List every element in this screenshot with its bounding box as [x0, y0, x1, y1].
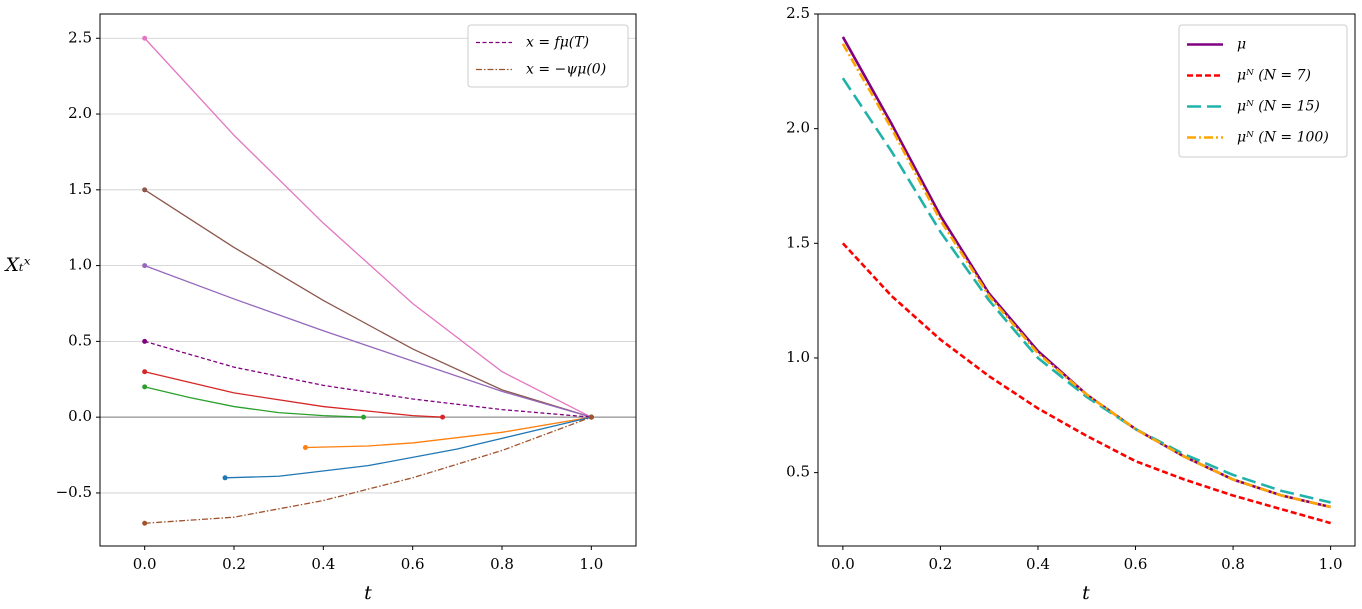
x-tick-label: 1.0: [579, 555, 603, 573]
y-tick-label: 2.0: [68, 104, 92, 122]
x-tick-label: 0.2: [222, 555, 246, 573]
x-tick-label: 1.0: [1319, 555, 1343, 573]
x-tick-label: 0.0: [133, 555, 157, 573]
legend-label: x = fμ(T): [526, 35, 589, 51]
legend-label: μ: [1237, 37, 1246, 53]
x-tick-label: 0.8: [490, 555, 514, 573]
y-tick-label: 0.5: [68, 331, 92, 349]
end-marker: [302, 444, 308, 450]
series-line: [144, 264, 592, 418]
end-marker: [142, 338, 148, 344]
series-line: [144, 340, 592, 418]
legend-label: μᴺ (N = 100): [1237, 130, 1329, 146]
series-line: [841, 77, 1331, 504]
legend-label: μᴺ (N = 15): [1237, 99, 1320, 115]
plot-frame: [99, 13, 637, 547]
series-line: [144, 416, 592, 524]
series-line: [144, 189, 592, 418]
y-axis-label: Xₜˣ: [4, 254, 31, 276]
y-tick-label: 2.5: [68, 28, 92, 46]
end-marker: [222, 475, 228, 481]
plot-frame: [817, 13, 1356, 547]
x-tick-label: 0.2: [928, 555, 952, 573]
end-marker: [361, 414, 367, 420]
y-tick-label: −0.5: [56, 483, 92, 501]
x-axis-label: t: [364, 582, 372, 604]
x-tick-label: 0.8: [1221, 555, 1245, 573]
end-marker: [142, 263, 148, 269]
legend-label: μᴺ (N = 7): [1237, 68, 1311, 84]
x-tick-label: 0.4: [311, 555, 335, 573]
y-tick-label: 1.0: [68, 256, 92, 274]
series-line: [144, 386, 364, 418]
series-line: [305, 416, 592, 449]
x-tick-label: 0.4: [1026, 555, 1050, 573]
end-marker: [440, 414, 446, 420]
series-line: [841, 242, 1331, 525]
x-tick-label: 0.6: [401, 555, 425, 573]
end-marker: [142, 520, 148, 526]
legend-box: [467, 24, 629, 88]
end-marker: [142, 187, 148, 193]
series-line: [225, 416, 592, 479]
series-line: [144, 371, 443, 418]
end-marker: [588, 414, 594, 420]
y-tick-label: 2.0: [786, 119, 810, 137]
x-tick-label: 0.0: [831, 555, 855, 573]
end-marker: [142, 369, 148, 375]
x-tick-label: 0.6: [1124, 555, 1148, 573]
y-tick-label: 2.5: [786, 4, 810, 22]
series-line: [841, 43, 1331, 509]
y-tick-label: 0.5: [786, 463, 810, 481]
series-line: [144, 37, 592, 418]
x-axis-label: t: [1082, 582, 1090, 604]
y-tick-label: 1.0: [786, 348, 810, 366]
end-marker: [142, 35, 148, 41]
y-tick-label: 0.0: [68, 407, 92, 425]
end-marker: [142, 384, 148, 390]
y-tick-label: 1.5: [786, 233, 810, 251]
legend-label: x = −ψμ(0): [526, 62, 606, 78]
y-tick-label: 1.5: [68, 180, 92, 198]
legend-box: [1178, 24, 1348, 158]
